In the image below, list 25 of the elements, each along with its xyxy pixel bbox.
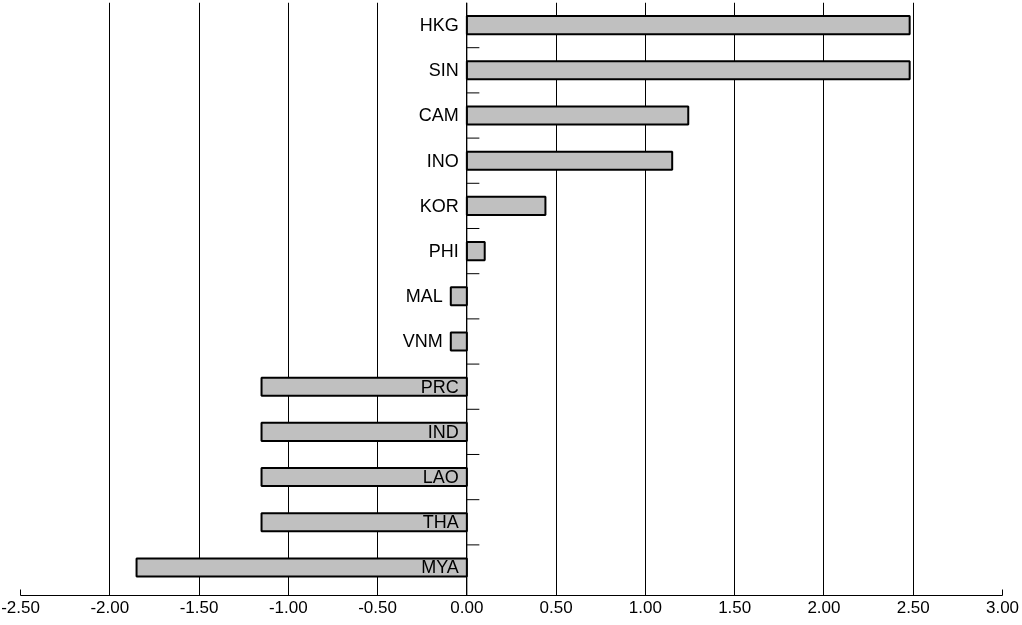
y-tick-label: CAM [418, 105, 459, 126]
x-tick-label: 1.50 [718, 597, 752, 617]
x-tick-label: -0.50 [358, 597, 397, 617]
x-tick-label: 3.00 [985, 597, 1020, 617]
y-tick-label: PHI [428, 241, 459, 262]
x-tick-label: -1.00 [268, 597, 308, 617]
y-tick-label: MAL [405, 286, 443, 307]
y-tick-label: LAO [422, 467, 459, 488]
x-tick-label: 0.00 [450, 597, 484, 617]
x-tick-label: 2.00 [807, 597, 841, 617]
x-tick-label: 1.00 [628, 597, 662, 617]
x-tick-label: -2.50 [1, 597, 40, 617]
y-tick-label: KOR [419, 195, 459, 216]
y-tick-label: VNM [402, 331, 443, 352]
y-tick-label: PRC [420, 376, 459, 397]
x-tick-label: 0.50 [539, 597, 573, 617]
x-tick-label: 2.50 [896, 597, 930, 617]
y-tick-label: INO [426, 150, 459, 171]
y-tick-label: HKG [419, 15, 459, 36]
y-tick-label: MYA [421, 557, 459, 578]
y-tick-label: IND [427, 421, 459, 442]
x-tick-label: -2.00 [90, 597, 130, 617]
y-tick-label: SIN [428, 60, 459, 81]
y-tick-label: THA [422, 512, 459, 533]
x-tick-label: -1.50 [179, 597, 219, 617]
